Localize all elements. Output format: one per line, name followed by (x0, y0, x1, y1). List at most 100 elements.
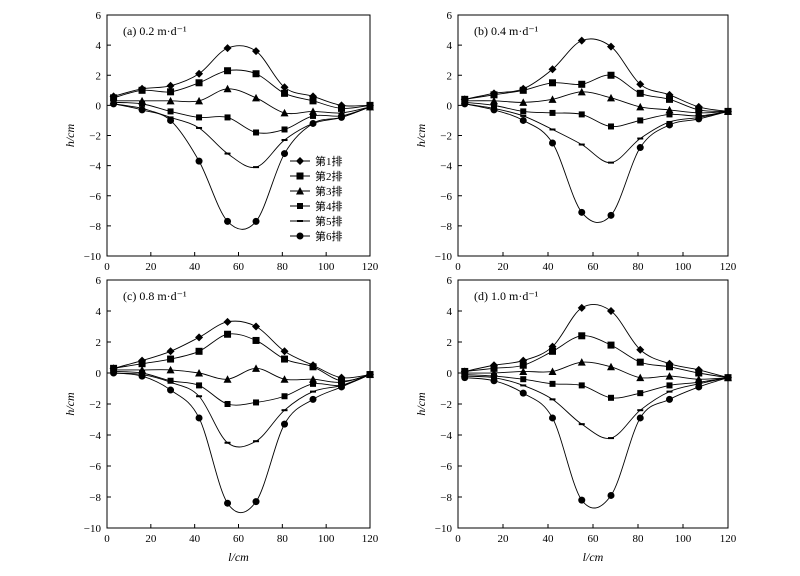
data-point (167, 116, 175, 124)
data-point (520, 384, 527, 387)
y-tick-label: 6 (447, 275, 453, 287)
data-point (608, 161, 614, 164)
y-tick-label: −6 (89, 191, 101, 203)
panel-title: (d) 1.0 m·d⁻¹ (474, 289, 539, 303)
data-point (253, 166, 260, 169)
data-point (490, 91, 498, 99)
data-point (281, 139, 288, 142)
y-tick-label: −2 (89, 399, 101, 411)
data-point (666, 121, 673, 129)
legend-marker (296, 187, 304, 195)
series-line (113, 367, 371, 383)
data-point (110, 100, 118, 108)
x-tick-label: 60 (233, 261, 245, 273)
series-line (464, 375, 729, 439)
data-point (549, 380, 556, 387)
data-point (167, 386, 175, 394)
data-point (252, 336, 260, 344)
x-tick-label: 60 (588, 261, 600, 273)
data-point (223, 84, 232, 93)
data-point (637, 390, 644, 397)
data-point (195, 157, 203, 165)
data-point (309, 119, 317, 127)
plot-frame (457, 279, 729, 529)
y-tick-label: 0 (447, 100, 453, 112)
series-line (464, 103, 729, 223)
data-point (252, 93, 261, 102)
data-point (578, 143, 585, 146)
x-tick-label: 20 (498, 533, 510, 545)
data-point (578, 80, 586, 88)
legend-label: 第3排 (315, 184, 343, 198)
data-point (366, 371, 374, 379)
y-tick-label: −8 (89, 221, 101, 233)
data-point (549, 79, 556, 87)
data-point (223, 375, 232, 383)
data-point (166, 347, 175, 356)
data-point (195, 414, 203, 422)
series-line (113, 69, 371, 109)
series-6 (461, 374, 732, 509)
data-point (577, 358, 586, 366)
series-line (464, 91, 729, 114)
data-point (196, 126, 203, 129)
series-6 (461, 100, 732, 223)
data-point (519, 389, 527, 397)
series-2 (461, 71, 732, 115)
x-tick-label: 0 (455, 261, 461, 273)
series-line (113, 101, 371, 134)
data-point (167, 381, 174, 384)
data-point (196, 395, 203, 398)
data-point (224, 499, 232, 507)
series-4 (461, 371, 731, 401)
data-point (195, 347, 203, 355)
data-point (310, 380, 317, 387)
series-1 (460, 36, 732, 116)
x-tick-label: 80 (277, 261, 289, 273)
data-point (607, 362, 615, 371)
x-tick-label: 40 (543, 261, 555, 273)
x-tick-label: 40 (189, 533, 201, 545)
data-point (607, 211, 615, 219)
data-point (549, 139, 556, 147)
data-point (607, 341, 615, 349)
data-point (139, 100, 146, 107)
data-point (608, 123, 614, 130)
data-point (520, 114, 527, 117)
legend-marker (296, 232, 304, 240)
data-point (224, 152, 231, 155)
data-point (608, 394, 614, 401)
series-6 (110, 100, 374, 230)
y-tick-label: −2 (440, 399, 452, 411)
data-point (549, 347, 556, 355)
series-1 (460, 303, 732, 382)
data-point (548, 65, 557, 74)
data-point (461, 374, 469, 382)
data-point (338, 383, 346, 391)
series-line (113, 45, 371, 107)
data-point (490, 364, 498, 372)
data-point (309, 395, 317, 403)
series-line (113, 371, 371, 406)
y-tick-label: −8 (89, 492, 101, 504)
data-point (519, 116, 527, 124)
x-tick-label: 120 (720, 261, 737, 273)
series-line (464, 101, 729, 128)
data-point (636, 414, 644, 422)
data-point (608, 437, 614, 440)
data-point (253, 399, 260, 406)
data-point (636, 373, 645, 382)
y-tick-label: −6 (440, 191, 452, 203)
y-tick-label: 6 (96, 275, 102, 287)
y-axis-label: h/cm (414, 124, 428, 148)
data-point (224, 330, 232, 338)
y-tick-label: 0 (96, 368, 102, 380)
y-tick-label: −4 (89, 161, 101, 173)
x-tick-label: 0 (455, 533, 461, 545)
series-line (113, 103, 371, 230)
x-tick-label: 120 (362, 533, 379, 545)
y-axis-label: h/cm (63, 124, 77, 148)
